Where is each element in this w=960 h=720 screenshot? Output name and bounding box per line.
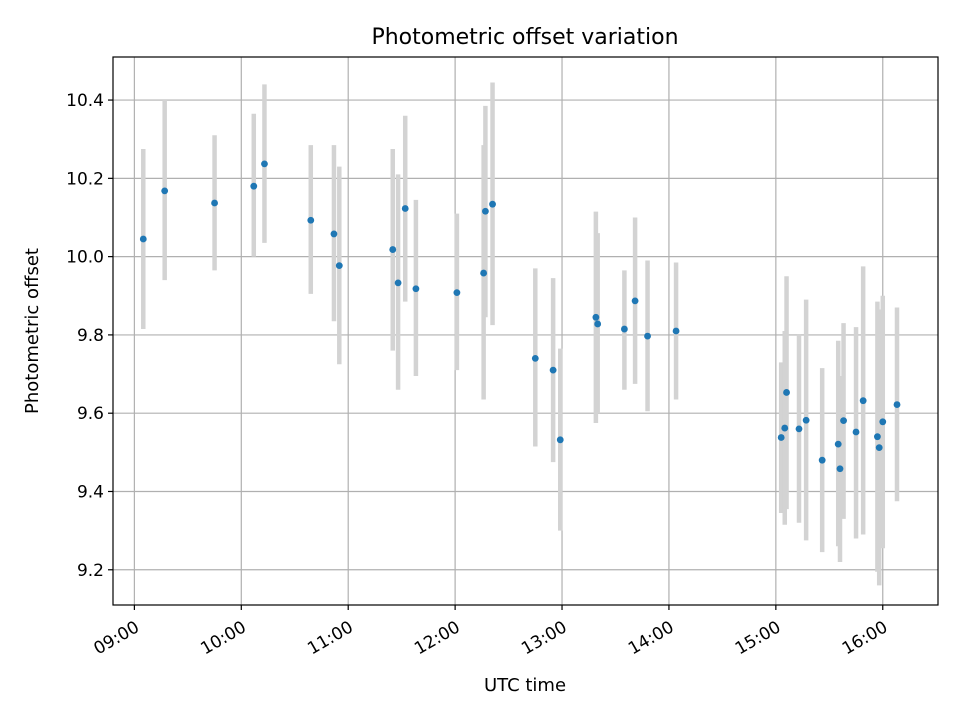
data-point [480,269,488,277]
data-point [836,465,844,473]
data-point [549,366,557,374]
data-point [783,389,790,396]
data-point [852,428,860,436]
data-point [874,433,881,441]
data-point [401,205,409,212]
data-point [879,418,887,426]
data-point [307,216,315,224]
data-point [211,199,218,207]
data-point [777,434,785,441]
data-point [453,289,461,297]
data-point [620,325,628,333]
data-point [592,313,600,321]
data-point [139,235,147,243]
y-tick-label: 9.8 [77,326,104,346]
data-point [489,200,496,208]
data-point [335,262,343,270]
data-point [859,397,867,405]
chart-title: Photometric offset variation [371,25,678,50]
data-point [330,230,338,238]
plot-frame [112,56,939,606]
data-point [631,297,639,305]
y-tick-label: 9.4 [77,482,104,502]
data-point [781,424,789,432]
data-points [139,160,901,473]
data-point [834,440,842,448]
y-axis-ticks: 9.2 9.4 9.6 9.8 10.0 10.2 10.4 [66,91,113,581]
data-point [531,355,539,362]
data-point [412,285,420,293]
y-axis-label: Photometric offset [22,248,43,414]
data-point [250,182,258,190]
data-point [818,456,826,464]
data-point [644,332,651,340]
data-point [802,416,810,424]
data-point [482,207,489,215]
data-point [594,320,602,328]
data-point [840,417,847,425]
y-tick-label: 10.0 [66,248,104,268]
y-tick-label: 10.2 [66,169,104,189]
data-point [389,246,397,253]
data-point [394,279,402,287]
data-point [795,425,803,433]
data-point [893,401,901,408]
data-point [875,444,883,452]
data-point [261,160,268,168]
data-point [672,327,680,335]
plot-area [113,57,938,605]
x-axis-label: UTC time [484,675,566,696]
y-tick-label: 9.6 [77,404,104,424]
y-tick-label: 10.4 [66,91,104,111]
data-point [161,187,169,195]
y-tick-label: 9.2 [77,561,104,581]
data-point [556,436,564,444]
